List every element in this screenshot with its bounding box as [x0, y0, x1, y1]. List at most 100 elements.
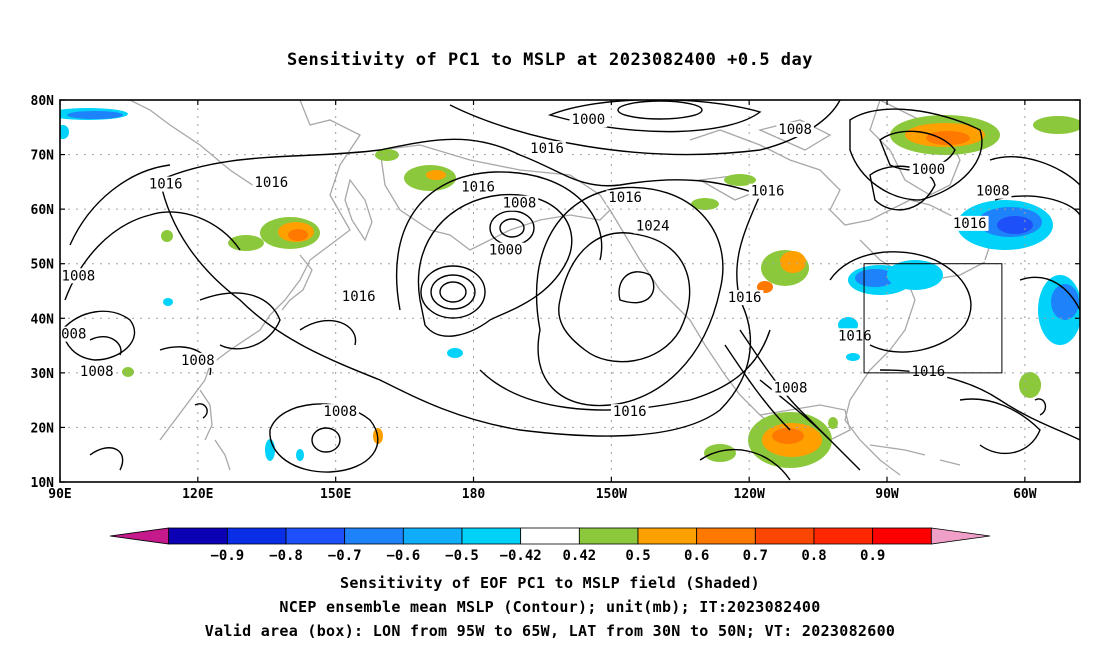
lat-label: 60N	[31, 203, 55, 218]
contour-label-bg	[950, 215, 989, 231]
sensitivity-patch	[691, 198, 719, 210]
contour-label: 1016	[342, 289, 376, 305]
colorbar-label: 0.9	[860, 548, 885, 564]
contour-label-bg	[748, 183, 787, 199]
contour-label-bg	[771, 380, 810, 396]
contour-label-bg	[59, 268, 98, 284]
sensitivity-patch	[163, 298, 173, 306]
contour-label-bg	[633, 218, 672, 234]
sensitivity-patch	[296, 449, 304, 461]
lat-label: 70N	[31, 149, 55, 164]
contour-label-bg	[909, 363, 948, 379]
contour-labels: 1000 1008 1016 1016 1016 1016 1008 1016 1016 1000…	[59, 112, 1012, 420]
contour-label-bg	[909, 161, 948, 177]
colorbar-label: 0.5	[625, 548, 650, 564]
contour-label: 1008	[80, 364, 114, 380]
contour-label: 1016	[953, 216, 987, 232]
colorbar-label: 0.8	[801, 548, 826, 564]
lon-label: 150W	[596, 487, 627, 502]
sensitivity-patch	[724, 174, 756, 186]
colorbar-cell	[285, 527, 346, 545]
colorbar-label: −0.7	[328, 548, 362, 564]
colorbar-cell	[637, 527, 698, 545]
contour-label: 1016	[530, 141, 564, 157]
sensitivity-patch	[1033, 116, 1080, 134]
sensitivity-patch	[60, 125, 69, 139]
sensitivity-patch	[828, 417, 838, 429]
sensitivity-patch	[375, 149, 399, 161]
lon-label: 150E	[320, 487, 351, 502]
sensitivity-patch	[288, 229, 308, 241]
contour-label: 1000	[912, 162, 946, 178]
colorbar-cell	[461, 527, 522, 545]
valid-area-box	[863, 263, 1003, 374]
footer-contour-caption: NCEP ensemble mean MSLP (Contour); unit(…	[279, 598, 821, 616]
contour-label-bg	[973, 183, 1012, 199]
sensitivity-patch	[265, 439, 275, 461]
contour-label: 1016	[838, 328, 872, 344]
lat-label: 50N	[31, 258, 55, 273]
contour-label: 1016	[608, 190, 642, 206]
colorbar-label: −0.9	[210, 548, 244, 564]
sensitivity-patch	[67, 111, 123, 119]
contour-label: 1000	[572, 112, 606, 128]
contour-label: 1008	[778, 122, 812, 138]
contour-label: 1008	[323, 404, 357, 420]
colorbar-label: −0.6	[386, 548, 420, 564]
contour-label-bg	[610, 404, 649, 420]
lon-label: 90E	[48, 487, 71, 502]
sensitivity-patch	[704, 444, 736, 462]
colorbar-label: 0.7	[743, 548, 768, 564]
sensitivity-patch	[926, 131, 970, 145]
colorbar-cell	[578, 527, 639, 545]
map-frame	[59, 99, 1081, 483]
lon-label: 120E	[182, 487, 213, 502]
colorbar-cell	[813, 527, 874, 545]
colorbar-label: 0.6	[684, 548, 709, 564]
lon-label: 120W	[734, 487, 765, 502]
contour-label-bg	[321, 404, 360, 420]
colorbar-cell	[696, 527, 756, 545]
colorbar-cell	[754, 527, 815, 545]
sensitivity-patch	[161, 230, 173, 242]
lat-label: 30N	[31, 367, 55, 382]
sensitivity-patch	[887, 260, 943, 290]
contour-label: 1016	[728, 290, 762, 306]
colorbar-cell	[168, 527, 228, 545]
contour-label: 1024	[636, 219, 670, 235]
colorbar-high-arrow	[930, 527, 991, 545]
contour-label-bg	[569, 112, 608, 128]
contour-label: 1008	[181, 353, 215, 369]
colorbar-label: −0.8	[269, 548, 303, 564]
sensitivity-patch	[780, 251, 806, 273]
sensitivity-patch	[855, 269, 895, 287]
colorbar-cell	[402, 527, 463, 545]
sensitivity-patch	[122, 367, 134, 377]
contour-label: 1008	[774, 381, 808, 397]
contour-label-bg	[606, 190, 644, 206]
contour-label: 008	[61, 327, 86, 343]
sensitivity-patch	[447, 348, 463, 358]
contour-label: 1016	[613, 404, 647, 420]
colorbar-cell	[344, 527, 404, 545]
graticule	[60, 100, 1080, 482]
colorbar-cell	[520, 527, 580, 545]
contour-label-bg	[339, 289, 378, 305]
contour-label-bg	[179, 352, 217, 368]
contour-label: 1008	[62, 268, 96, 284]
contour-label: 1016	[912, 364, 946, 380]
contour-label: 1008	[976, 184, 1010, 200]
sensitivity-patch	[1051, 284, 1079, 320]
contour-label: 1008	[503, 196, 537, 212]
contour-label-bg	[459, 179, 497, 195]
sensitivity-patch	[228, 235, 264, 251]
colorbar-label: −0.5	[445, 548, 479, 564]
footer-shading-caption: Sensitivity of EOF PC1 to MSLP field (Sh…	[340, 574, 760, 592]
chart-title: Sensitivity of PC1 to MSLP at 2023082400…	[286, 50, 813, 70]
contour-label: 1016	[149, 177, 183, 193]
colorbar-label: −0.42	[500, 548, 542, 564]
contour-label-bg	[528, 141, 566, 157]
contour-label: 1000	[489, 243, 523, 259]
lat-label: 40N	[31, 312, 55, 327]
